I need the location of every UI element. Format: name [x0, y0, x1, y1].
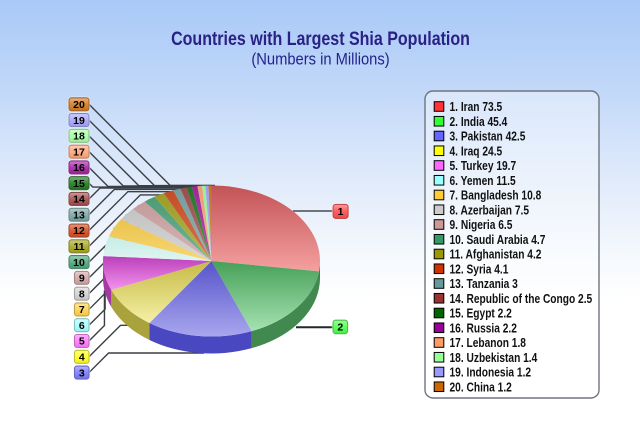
svg-text:13: 13: [73, 209, 85, 221]
svg-text:10: 10: [73, 257, 85, 269]
svg-text:20: 20: [73, 99, 85, 111]
svg-text:16. Russia 2.2: 16. Russia 2.2: [450, 321, 518, 335]
svg-text:10. Saudi Arabia 4.7: 10. Saudi Arabia 4.7: [450, 233, 546, 247]
svg-text:7: 7: [79, 304, 85, 316]
svg-text:18. Uzbekistan 1.4: 18. Uzbekistan 1.4: [450, 351, 538, 365]
svg-text:8: 8: [79, 288, 85, 300]
svg-text:12. Syria 4.1: 12. Syria 4.1: [450, 262, 509, 276]
svg-text:(Numbers in Millions): (Numbers in Millions): [251, 51, 389, 69]
svg-text:16: 16: [73, 162, 85, 174]
svg-text:14: 14: [73, 194, 85, 206]
svg-text:2: 2: [337, 322, 343, 334]
svg-text:18: 18: [73, 131, 85, 143]
svg-text:20. China 1.2: 20. China 1.2: [450, 380, 513, 394]
svg-text:1. Iran 73.5: 1. Iran 73.5: [450, 100, 503, 114]
svg-text:7. Bangladesh 10.8: 7. Bangladesh 10.8: [450, 188, 542, 202]
svg-text:6: 6: [79, 320, 85, 332]
svg-text:5: 5: [79, 336, 85, 348]
svg-text:15: 15: [73, 178, 85, 190]
svg-text:3. Pakistan 42.5: 3. Pakistan 42.5: [450, 129, 526, 143]
svg-text:19: 19: [73, 115, 85, 127]
svg-text:13. Tanzania 3: 13. Tanzania 3: [450, 277, 519, 291]
svg-text:14. Republic of the Congo 2.5: 14. Republic of the Congo 2.5: [450, 292, 593, 306]
svg-text:4. Iraq 24.5: 4. Iraq 24.5: [450, 144, 503, 158]
svg-text:1: 1: [338, 206, 344, 218]
svg-text:4: 4: [79, 351, 85, 363]
svg-text:3: 3: [79, 367, 85, 379]
svg-text:17. Lebanon 1.8: 17. Lebanon 1.8: [450, 336, 527, 350]
svg-text:6. Yemen 11.5: 6. Yemen 11.5: [450, 174, 517, 188]
svg-text:19. Indonesia 1.2: 19. Indonesia 1.2: [450, 365, 532, 379]
svg-text:Countries with Largest Shia Po: Countries with Largest Shia Population: [171, 28, 470, 50]
svg-text:8. Azerbaijan 7.5: 8. Azerbaijan 7.5: [450, 203, 530, 217]
svg-text:9: 9: [79, 273, 85, 285]
svg-text:11. Afghanistan 4.2: 11. Afghanistan 4.2: [450, 247, 542, 261]
svg-text:2. India 45.4: 2. India 45.4: [450, 115, 508, 129]
svg-text:17: 17: [73, 146, 85, 158]
svg-text:15. Egypt 2.2: 15. Egypt 2.2: [450, 306, 513, 320]
svg-text:11: 11: [73, 241, 84, 253]
svg-text:12: 12: [73, 225, 85, 237]
svg-text:9. Nigeria 6.5: 9. Nigeria 6.5: [450, 218, 513, 232]
svg-text:5. Turkey 19.7: 5. Turkey 19.7: [450, 159, 517, 173]
